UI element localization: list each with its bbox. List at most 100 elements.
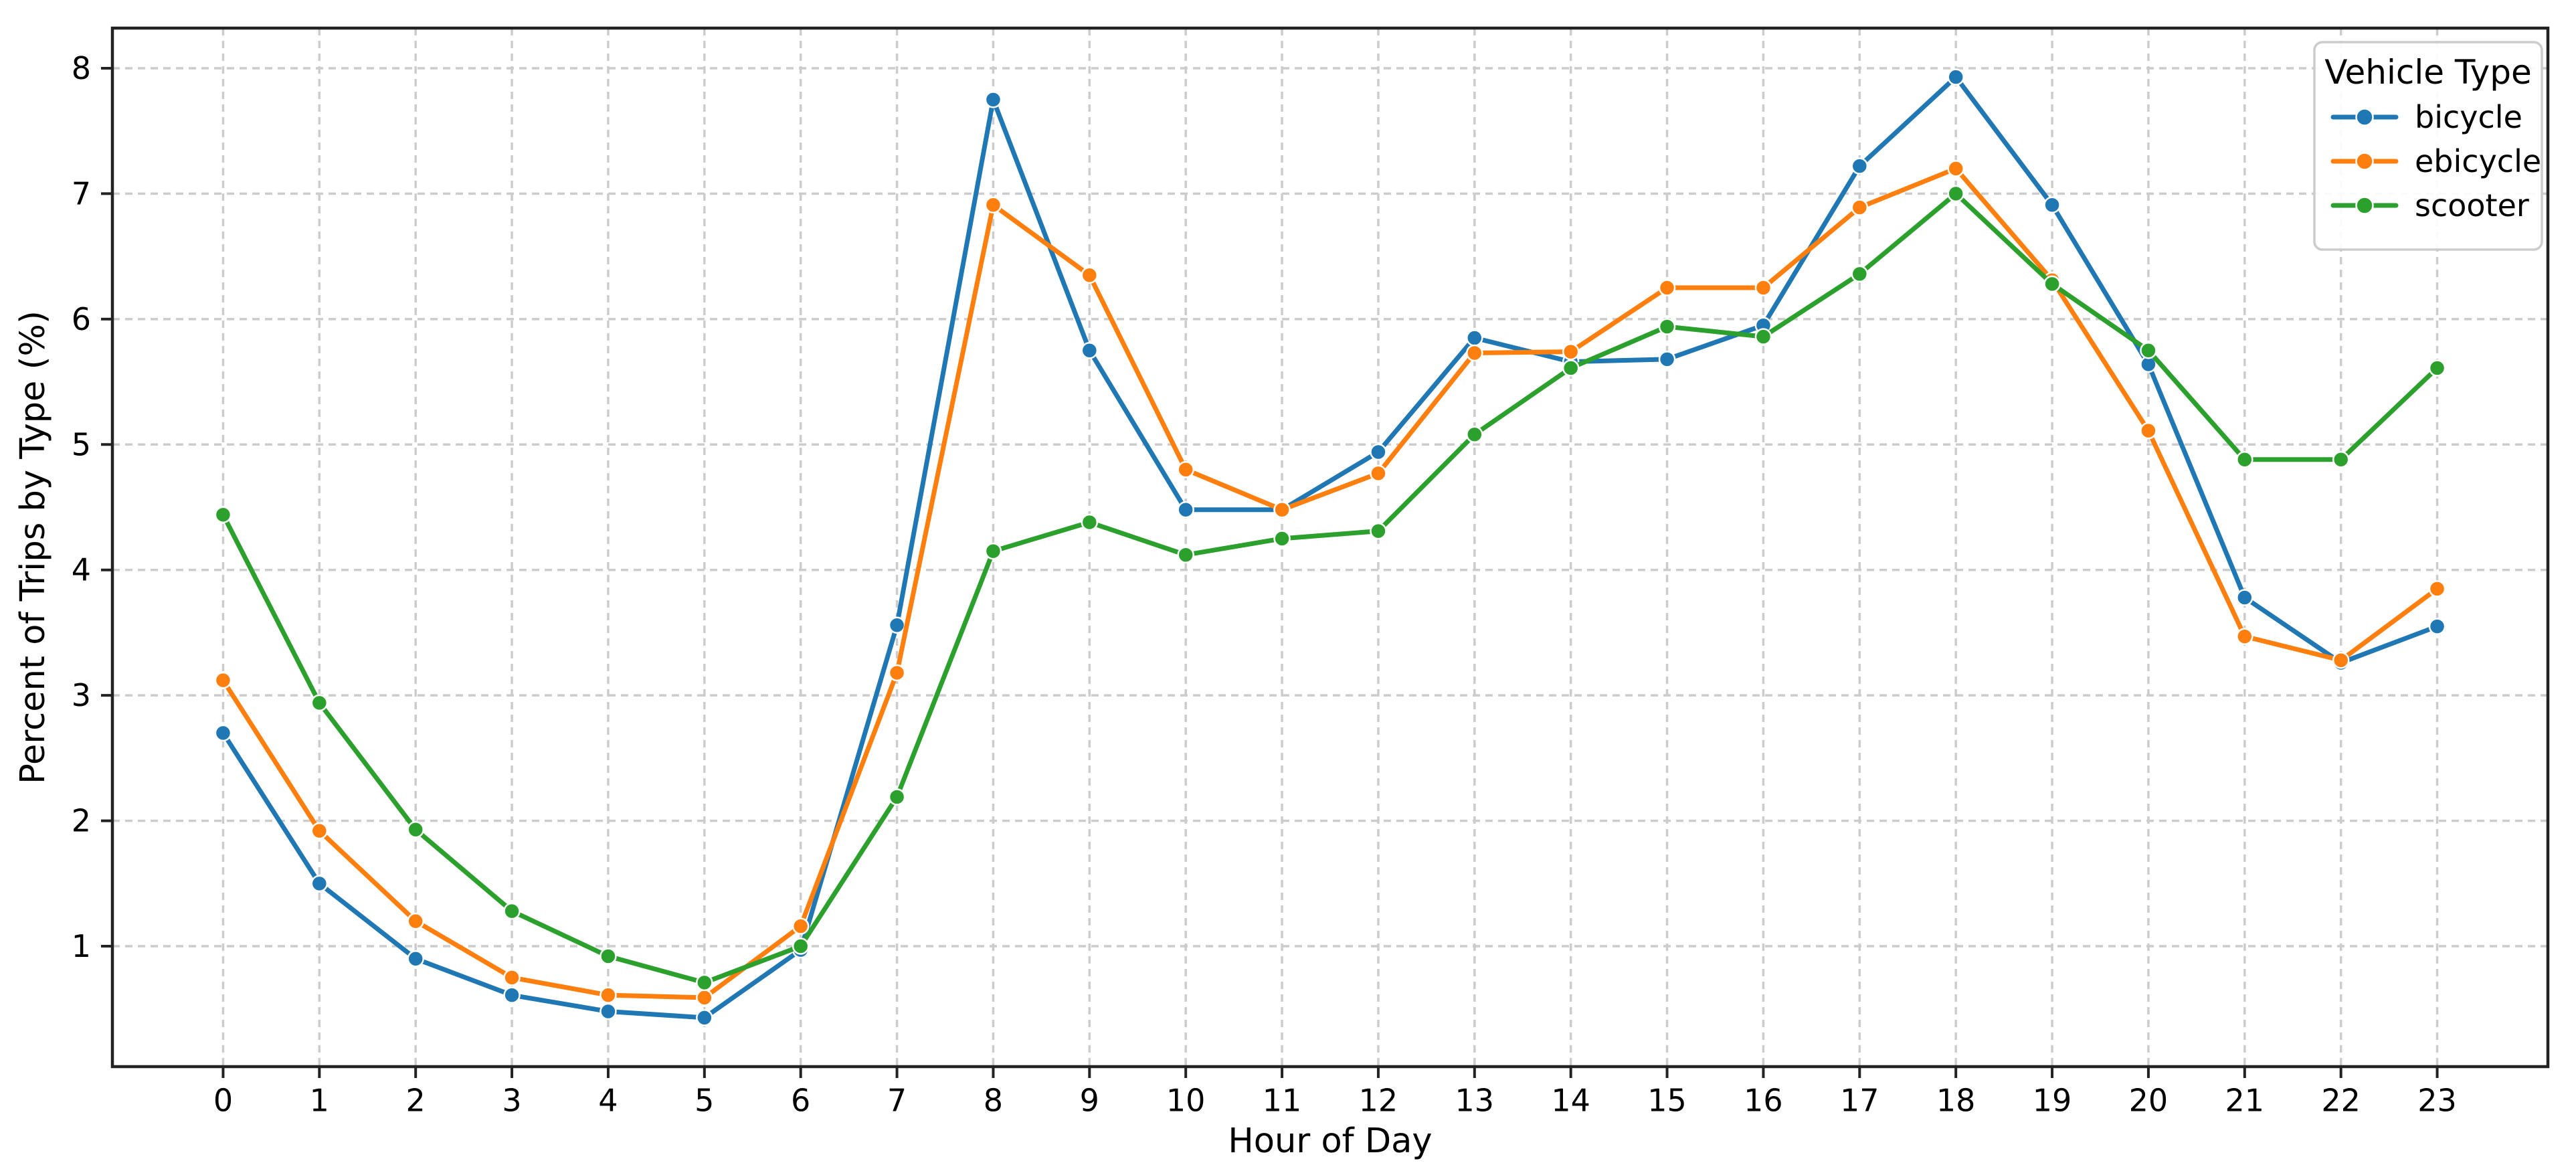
legend-entry-ebicycle: ebicycle [2330, 143, 2541, 179]
data-point-scooter [1658, 318, 1676, 335]
series-bicycle [214, 68, 2446, 1026]
x-tick-label: 22 [2321, 1083, 2361, 1119]
data-point-ebicycle [214, 671, 232, 689]
data-point-ebicycle [984, 196, 1002, 214]
y-tick-label: 3 [72, 677, 91, 713]
data-point-scooter [1273, 530, 1291, 547]
x-tick-label: 6 [791, 1083, 810, 1119]
data-point-scooter [888, 788, 906, 806]
data-point-scooter [310, 694, 329, 712]
data-point-scooter [1177, 546, 1194, 563]
x-tick-label: 18 [1936, 1083, 1976, 1119]
data-point-scooter [407, 820, 424, 838]
data-point-bicycle [1081, 341, 1099, 359]
data-point-scooter [503, 902, 521, 920]
axis-ticks [101, 66, 2439, 1078]
data-point-bicycle [984, 91, 1002, 108]
x-tick-label: 9 [1080, 1083, 1099, 1119]
data-point-bicycle [2236, 589, 2253, 606]
x-tick-label: 1 [310, 1083, 329, 1119]
data-point-scooter [1466, 426, 1483, 444]
x-tick-label: 17 [1840, 1083, 1879, 1119]
data-point-ebicycle [310, 822, 329, 840]
data-point-ebicycle [407, 912, 424, 930]
series-lines [214, 68, 2446, 1026]
y-tick-label: 6 [72, 301, 91, 337]
y-tick-label: 7 [72, 175, 91, 211]
y-tick-label: 5 [72, 426, 91, 462]
series-ebicycle [214, 160, 2446, 1006]
data-point-ebicycle [1947, 160, 1964, 177]
data-point-scooter [2428, 359, 2446, 377]
legend-box [2313, 41, 2543, 251]
data-point-scooter [214, 506, 232, 524]
y-tick-label: 4 [72, 552, 91, 588]
x-tick-label: 19 [2033, 1083, 2072, 1119]
data-point-ebicycle [696, 989, 713, 1006]
x-axis-title: Hour of Day [1228, 1121, 1432, 1161]
legend-label-ebicycle: ebicycle [2415, 143, 2541, 179]
series-line-bicycle [220, 74, 2440, 1020]
series-scooter [214, 185, 2446, 992]
y-axis-title: Percent of Trips by Type (%) [13, 310, 53, 784]
data-point-ebicycle [2428, 580, 2446, 598]
data-point-ebicycle [1273, 501, 1291, 519]
data-point-scooter [792, 937, 810, 955]
legend-swatch-marker-ebicycle [2355, 152, 2374, 171]
x-tick-label: 16 [1744, 1083, 1783, 1119]
data-point-scooter [1754, 328, 1772, 345]
data-point-scooter [1947, 185, 1964, 203]
data-point-bicycle [1466, 329, 1483, 347]
x-tick-label: 7 [887, 1083, 907, 1119]
data-point-scooter [2140, 341, 2157, 359]
data-point-scooter [2043, 275, 2061, 293]
x-tick-label: 15 [1647, 1083, 1687, 1119]
x-tick-label: 23 [2417, 1083, 2457, 1119]
data-point-ebicycle [1851, 199, 1869, 216]
data-point-scooter [2332, 451, 2350, 468]
legend-swatch-marker-bicycle [2355, 108, 2374, 126]
data-point-bicycle [503, 986, 521, 1004]
data-point-scooter [1851, 265, 1869, 283]
data-point-bicycle [2428, 618, 2446, 635]
data-point-scooter [984, 542, 1002, 560]
x-tick-label: 4 [598, 1083, 618, 1119]
plot-border [110, 26, 2550, 1069]
series-line-ebicycle [220, 166, 2440, 1000]
data-point-ebicycle [792, 917, 810, 935]
legend-label-bicycle: bicycle [2415, 99, 2522, 135]
data-point-ebicycle [600, 986, 617, 1004]
data-point-scooter [600, 948, 617, 965]
data-point-bicycle [1851, 157, 1869, 175]
y-tick-label: 8 [72, 50, 91, 86]
data-point-ebicycle [1370, 464, 1387, 482]
legend-entry-scooter: scooter [2330, 187, 2529, 223]
x-tick-label: 2 [406, 1083, 426, 1119]
x-tick-label: 0 [213, 1083, 233, 1119]
data-point-bicycle [1177, 501, 1194, 519]
data-point-scooter [696, 974, 713, 992]
x-tick-label: 5 [695, 1083, 714, 1119]
data-point-ebicycle [1562, 343, 1580, 361]
data-point-ebicycle [2332, 651, 2350, 669]
legend: Vehicle Type bicycle ebicycle scooter [2313, 41, 2543, 251]
x-tick-label: 12 [1359, 1083, 1398, 1119]
x-tick-label: 14 [1551, 1083, 1590, 1119]
y-tick-label: 1 [72, 928, 91, 964]
data-point-bicycle [1947, 68, 1964, 86]
x-tick-label: 8 [984, 1083, 1003, 1119]
data-point-ebicycle [1658, 279, 1676, 296]
data-point-ebicycle [1177, 461, 1194, 478]
x-tick-label: 13 [1455, 1083, 1495, 1119]
series-line-scooter [220, 191, 2440, 985]
data-point-bicycle [310, 875, 329, 893]
data-point-ebicycle [503, 969, 521, 986]
x-tick-label: 10 [1166, 1083, 1206, 1119]
data-point-scooter [2236, 451, 2253, 468]
data-point-ebicycle [1081, 266, 1099, 284]
data-point-scooter [1081, 513, 1099, 531]
legend-title: Vehicle Type [2324, 53, 2532, 92]
data-point-ebicycle [1466, 344, 1483, 362]
data-point-bicycle [1658, 351, 1676, 368]
